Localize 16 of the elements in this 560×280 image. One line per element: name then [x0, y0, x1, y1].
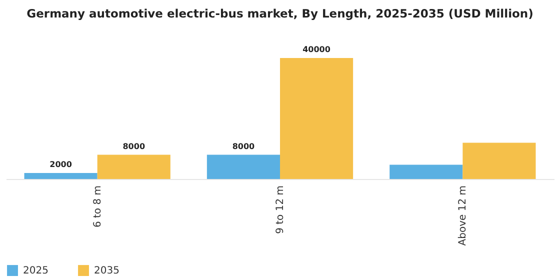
bar: [390, 164, 463, 179]
legend-label: 2035: [94, 266, 120, 277]
data-label: 40000: [302, 45, 331, 54]
data-label: 8000: [122, 142, 146, 151]
x-tick-label: 9 to 12 m: [275, 186, 286, 234]
bar: [97, 154, 170, 179]
chart-title: Germany automotive electric-bus market, By Length, 2025-2035 (USD Million): [26, 6, 534, 20]
x-tick-label: Above 12 m: [458, 186, 469, 246]
legend-label: 2025: [23, 266, 48, 277]
bar: [280, 58, 354, 179]
data-label: 2000: [50, 160, 72, 169]
bar: [206, 154, 280, 179]
bar: [24, 172, 98, 179]
data-label: 8000: [232, 142, 256, 151]
bar: [462, 142, 536, 179]
x-tick-label: 6 to 8 m: [92, 186, 104, 228]
